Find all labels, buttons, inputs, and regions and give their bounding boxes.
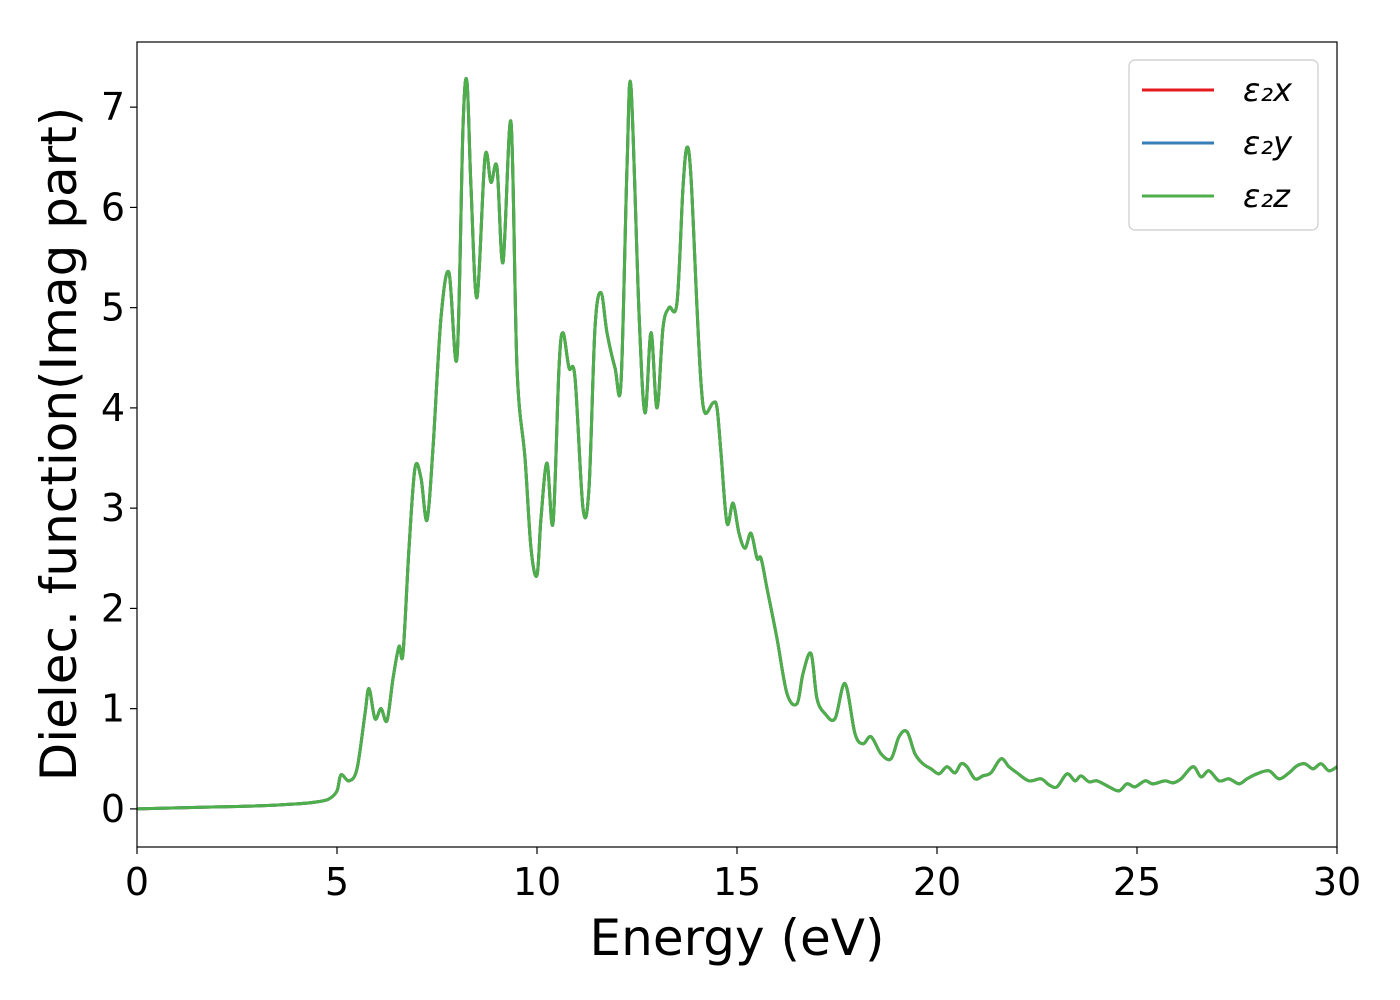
y-tick-label: 5 [101, 286, 125, 330]
x-tick-label: 15 [713, 860, 761, 904]
y-tick-label: 0 [101, 787, 125, 831]
x-tick-label: 0 [125, 860, 149, 904]
y-axis-title: Dielec. function(Imag part) [30, 107, 88, 782]
x-axis-ticks: 0 5 10 15 20 25 30 [125, 847, 1361, 904]
legend-label: ε₂z [1243, 177, 1291, 215]
legend-label: ε₂y [1243, 124, 1293, 162]
y-tick-label: 3 [101, 486, 125, 530]
x-tick-label: 5 [325, 860, 349, 904]
y-axis-ticks: 0 1 2 3 4 5 6 7 [101, 85, 137, 831]
x-axis-title: Energy (eV) [590, 909, 885, 967]
legend-entries: ε₂x ε₂y ε₂z [1142, 71, 1293, 215]
legend-box [1128, 59, 1319, 231]
x-tick-label: 30 [1313, 860, 1361, 904]
y-tick-label: 1 [101, 687, 125, 731]
y-tick-label: 6 [101, 185, 125, 229]
y-tick-label: 4 [101, 386, 125, 430]
x-tick-label: 20 [913, 860, 961, 904]
legend-label: ε₂x [1243, 71, 1293, 109]
series-line-3 [136, 76, 1338, 811]
x-tick-label: 25 [1113, 860, 1161, 904]
y-tick-label: 7 [101, 85, 125, 129]
x-tick-label: 10 [513, 860, 561, 904]
y-tick-label: 2 [101, 586, 125, 630]
series-layer [136, 76, 1338, 811]
legend: ε₂x ε₂y ε₂z [1128, 59, 1319, 231]
